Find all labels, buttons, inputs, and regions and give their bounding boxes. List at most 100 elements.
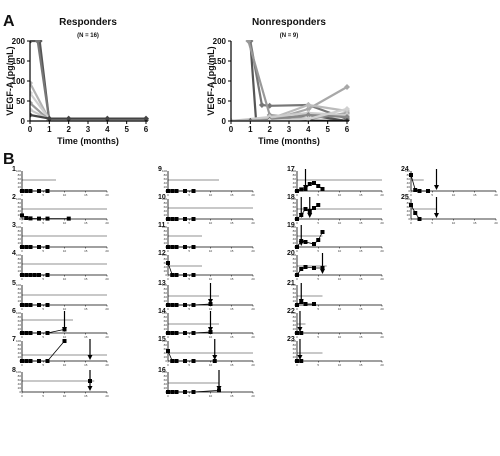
mini-x-tick-label: 20: [251, 249, 255, 253]
patient-panel-13: 1302040608010005101520: [158, 280, 255, 311]
mini-y-tick-label: 100: [162, 283, 167, 287]
mini-x-tick-label: 0: [21, 249, 23, 253]
mini-y-tick-label: 40: [18, 181, 22, 185]
mini-x-tick-label: 20: [251, 277, 255, 281]
x-tick-label: 3: [287, 125, 292, 134]
patient-series-point: [312, 181, 316, 185]
patient-series-point: [191, 189, 196, 193]
patient-series-point: [166, 303, 170, 307]
y-tick-label: 150: [12, 57, 26, 66]
mini-x-tick-label: 10: [209, 363, 213, 367]
patient-series-point: [170, 189, 175, 193]
mini-x-tick-label: 5: [188, 363, 190, 367]
mini-x-tick-label: 10: [63, 363, 67, 367]
series-point: [30, 90, 33, 96]
patient-series-point: [409, 173, 413, 177]
mini-x-tick-label: 0: [296, 307, 298, 311]
patient-series-point: [20, 189, 24, 193]
mini-y-tick-label: 40: [293, 265, 297, 269]
patient-number: 24: [401, 166, 409, 173]
patient-series-point: [170, 390, 175, 394]
mini-y-tick-label: 40: [293, 351, 297, 355]
mini-x-tick-label: 15: [359, 335, 363, 339]
mini-x-tick-label: 0: [21, 363, 23, 367]
mini-y-tick-label: 100: [162, 253, 167, 257]
mini-x-tick-label: 15: [230, 363, 234, 367]
patient-series-point: [312, 242, 316, 246]
mini-x-tick-label: 20: [105, 307, 109, 311]
mini-y-tick-label: 20: [293, 185, 297, 189]
patient-number: 6: [12, 308, 16, 315]
mini-x-tick-label: 10: [209, 249, 213, 253]
patient-series-point: [417, 189, 422, 193]
mini-y-tick-label: 80: [18, 229, 22, 233]
patient-series-point: [170, 217, 175, 221]
patient-series-point: [312, 206, 316, 210]
mini-x-tick-label: 0: [21, 307, 23, 311]
mini-y-tick-label: 80: [164, 374, 168, 378]
mini-x-tick-label: 20: [251, 221, 255, 225]
mini-x-tick-label: 5: [317, 193, 319, 197]
patient-number: 17: [287, 166, 295, 173]
mini-x-tick-label: 5: [317, 307, 319, 311]
mini-x-tick-label: 5: [188, 221, 190, 225]
mini-x-tick-label: 15: [473, 193, 477, 197]
mini-x-tick-label: 0: [296, 363, 298, 367]
mini-x-tick-label: 15: [473, 221, 477, 225]
mini-y-tick-label: 0: [19, 217, 21, 221]
mini-x-tick-label: 20: [380, 307, 384, 311]
mini-y-tick-label: 20: [164, 213, 168, 217]
x-tick-label: 1: [47, 125, 52, 134]
mini-x-tick-label: 0: [167, 394, 169, 398]
mini-x-tick-label: 20: [380, 249, 384, 253]
patient-number: 2: [12, 194, 16, 201]
mini-y-tick-label: 20: [164, 185, 168, 189]
mini-x-tick-label: 0: [167, 277, 169, 281]
patient-panel-16: 1602040608010005101520: [158, 367, 255, 398]
patient-series-line: [410, 174, 428, 192]
mini-x-tick-label: 5: [188, 249, 190, 253]
mini-y-tick-label: 80: [293, 287, 297, 291]
series-point: [305, 106, 312, 112]
mini-x-tick-label: 5: [317, 277, 319, 281]
mini-x-tick-label: 5: [317, 221, 319, 225]
mini-x-tick-label: 20: [105, 193, 109, 197]
patient-series-point: [312, 302, 316, 306]
mini-x-tick-label: 15: [84, 394, 88, 398]
mini-y-tick-label: 80: [293, 257, 297, 261]
mini-y-tick-label: 100: [16, 339, 21, 343]
mini-y-tick-label: 40: [18, 351, 22, 355]
series-point: [30, 106, 33, 113]
mini-x-tick-label: 5: [42, 221, 44, 225]
y-tick-label: 100: [12, 77, 26, 86]
mini-x-tick-label: 15: [84, 221, 88, 225]
x-tick-label: 2: [66, 125, 71, 134]
mini-x-tick-label: 20: [251, 307, 255, 311]
patient-series-point: [183, 331, 187, 335]
mini-x-tick-label: 15: [359, 193, 363, 197]
patient-series-point: [295, 245, 299, 249]
series-point: [266, 117, 273, 121]
mini-y-tick-label: 20: [164, 269, 168, 273]
mini-x-tick-label: 5: [42, 335, 44, 339]
event-arrow-head: [434, 185, 439, 190]
series-point: [305, 102, 312, 108]
patient-series-point: [45, 216, 50, 221]
patient-series-point: [28, 245, 33, 249]
event-arrow-head: [298, 299, 304, 304]
mini-y-tick-label: 40: [293, 181, 297, 185]
mini-y-tick-label: 60: [18, 291, 22, 295]
patient-series-point: [191, 217, 196, 221]
mini-x-tick-label: 5: [42, 394, 44, 398]
patient-series-point: [37, 331, 41, 335]
patient-series-point: [303, 240, 308, 244]
patient-number: 1: [12, 166, 16, 173]
patient-series-point: [299, 331, 304, 335]
y-tick-label: 150: [213, 57, 227, 66]
mini-x-tick-label: 15: [230, 307, 234, 311]
patient-series-point: [191, 359, 196, 363]
patient-series-point: [413, 188, 418, 192]
